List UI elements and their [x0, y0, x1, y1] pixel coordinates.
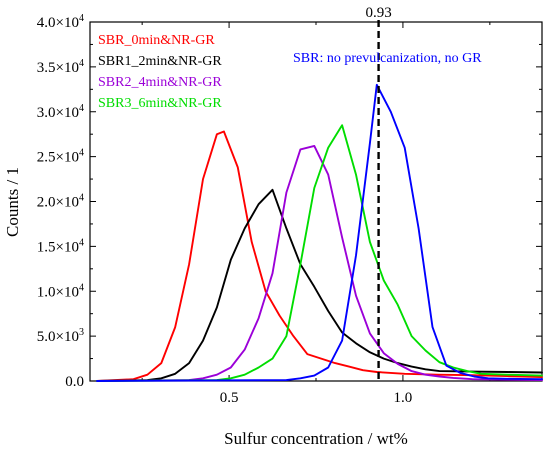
y-axis: 0.0 5.0×103 1.0×104 1.5×104 2.0×104 2.5×104 3.… — [37, 13, 542, 390]
series-line-0 — [96, 130, 543, 382]
legend-series-0: SBR_0min&NR-GR — [98, 33, 215, 48]
legend-series-1: SBR1_2min&NR-GR — [98, 54, 222, 69]
series-line-3 — [96, 124, 543, 382]
y-tick-label-5: 2.5×104 — [37, 148, 84, 166]
x-axis-title: Sulfur concentration / wt% — [224, 429, 408, 448]
x-tick-label-1: 1.0 — [394, 390, 413, 406]
series-line-2 — [96, 144, 543, 382]
y-tick-label-6: 3.0×104 — [37, 103, 84, 121]
x-axis: 0.5 1.0 — [141, 22, 491, 406]
y-tick-label-3: 1.5×104 — [37, 237, 84, 255]
y-tick-label-0: 0.0 — [65, 374, 84, 390]
annotation-layer: 0.93 — [365, 5, 392, 381]
x-tick-label-0: 0.5 — [220, 390, 239, 406]
legend-series-4: SBR: no prevulcanization, no GR — [293, 51, 482, 66]
series-layer — [96, 83, 543, 382]
y-tick-label-8: 4.0×104 — [37, 13, 84, 31]
annotation-label: 0.93 — [365, 5, 391, 21]
legend-series-3: SBR3_6min&NR-GR — [98, 96, 222, 111]
legend: SBR_0min&NR-GR SBR1_2min&NR-GR SBR2_4min… — [98, 33, 482, 111]
y-tick-label-4: 2.0×104 — [37, 193, 84, 211]
y-tick-label-7: 3.5×104 — [37, 58, 84, 76]
y-tick-label-2: 1.0×104 — [37, 282, 84, 300]
y-axis-title: Counts / 1 — [3, 167, 22, 237]
y-tick-label-1: 5.0×103 — [37, 327, 84, 345]
legend-series-2: SBR2_4min&NR-GR — [98, 75, 222, 90]
series-line-1 — [96, 188, 543, 382]
series-line-4 — [96, 83, 543, 382]
